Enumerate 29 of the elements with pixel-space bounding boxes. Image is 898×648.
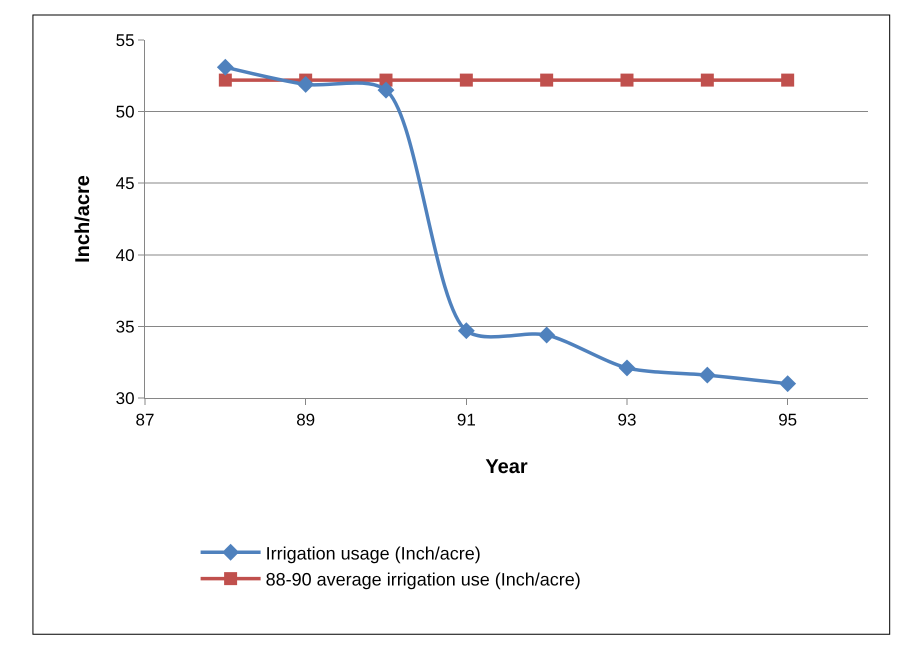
point xyxy=(458,322,475,340)
point xyxy=(378,82,394,99)
y-tick-label: 55 xyxy=(116,30,135,50)
point xyxy=(779,375,796,392)
point xyxy=(538,326,556,344)
point xyxy=(216,58,234,76)
point xyxy=(218,74,232,87)
point xyxy=(698,366,716,384)
point xyxy=(620,74,634,87)
x-tick-label: 89 xyxy=(296,410,316,430)
x-tick-label: 93 xyxy=(618,410,636,430)
y-tick-label: 40 xyxy=(116,246,135,265)
point xyxy=(540,74,554,87)
point xyxy=(297,76,314,93)
y-tick-label: 35 xyxy=(116,317,135,336)
point xyxy=(618,359,636,376)
x-tick-label: 95 xyxy=(778,410,798,430)
legend-label: Irrigation usage (Inch/acre) xyxy=(266,543,481,564)
y-tick-label: 45 xyxy=(116,174,135,194)
x-axis-title: Year xyxy=(485,456,528,478)
y-axis-title: Inch/acre xyxy=(72,175,94,263)
x-tick-label: 87 xyxy=(136,410,154,430)
y-tick-label: 50 xyxy=(116,102,135,122)
x-tick-label: 91 xyxy=(456,410,476,430)
point xyxy=(781,74,794,87)
point xyxy=(700,74,714,87)
point xyxy=(460,74,473,87)
legend-label: 88-90 average irrigation use (Inch/acre) xyxy=(266,570,581,590)
y-tick-label: 30 xyxy=(116,388,135,408)
